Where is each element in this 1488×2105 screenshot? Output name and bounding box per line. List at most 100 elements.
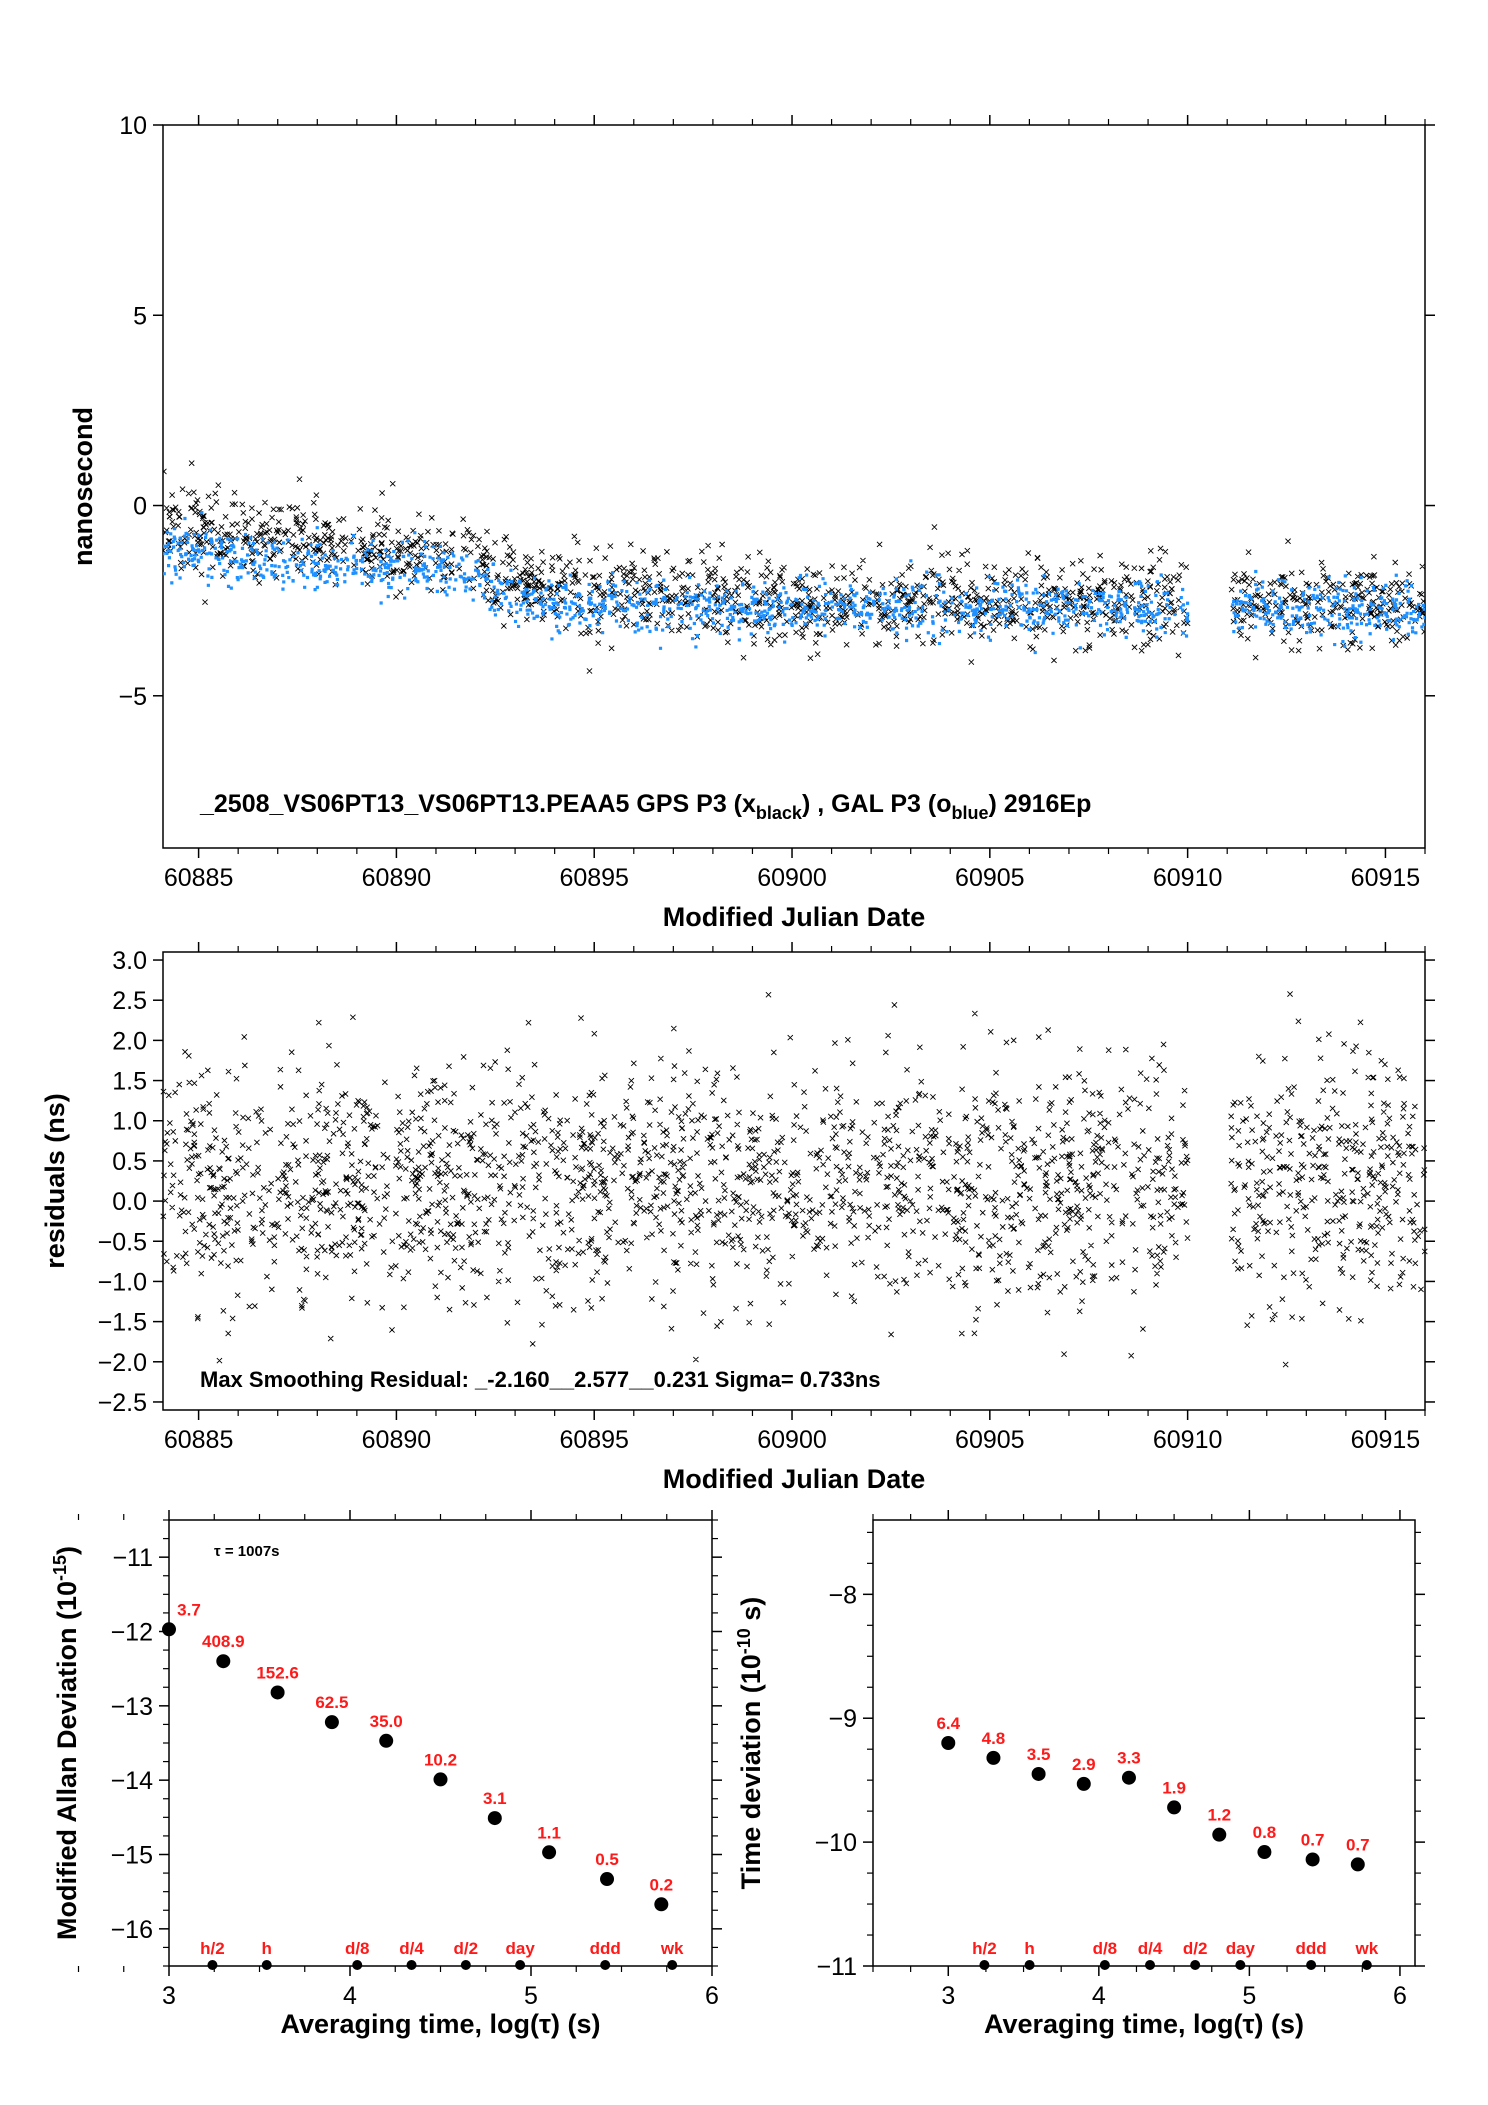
deviation-point [216, 1654, 231, 1669]
interval-label: d/8 [1093, 1939, 1118, 1958]
interval-marker [979, 1960, 990, 1970]
x-tick-label: 60895 [559, 1426, 629, 1454]
y-tick-label: −9 [828, 1705, 857, 1733]
y-tick-label: −13 [111, 1693, 153, 1721]
interval-marker [1190, 1960, 1201, 1970]
interval-marker [1099, 1960, 1110, 1970]
y-tick-label: 5 [133, 302, 147, 330]
annotation-text: ) 2916Ep [989, 790, 1092, 818]
interval-label: day [505, 1939, 535, 1958]
x-tick-label: 5 [1242, 1982, 1256, 2010]
point-count-label: 0.8 [1253, 1823, 1277, 1842]
deviation-point [1167, 1800, 1182, 1815]
x-axis-label: Modified Julian Date [663, 1464, 926, 1494]
y-tick-label: −11 [816, 1953, 857, 1981]
y-tick-label: 10 [119, 112, 147, 140]
data-points [163, 460, 1425, 674]
tdev-panel: 3 4 5 6 −8 −9 −10 −11 6.4 4.8 3.5 2.9 3.3 1.9 1.2 0.8 0.… [734, 1510, 1425, 2039]
x-tick-label: 60895 [559, 864, 629, 892]
interval-marker [667, 1960, 678, 1970]
y-tick-label: −14 [111, 1767, 154, 1795]
x-tick-label: 60915 [1351, 864, 1421, 892]
y-label-text: Modified Allan Deviation (10 [52, 1581, 82, 1940]
deviation-point [487, 1811, 502, 1826]
deviation-point [162, 1622, 176, 1637]
x-tick-label: 3 [162, 1982, 176, 2010]
point-count-label: 6.4 [936, 1714, 960, 1733]
point-count-label: 3.1 [483, 1789, 507, 1808]
plot-frame [162, 951, 1426, 1411]
y-tick-label: −2.0 [98, 1349, 147, 1377]
deviation-point [600, 1872, 615, 1887]
deviation-point [1257, 1845, 1272, 1860]
point-count-label: 0.7 [1346, 1835, 1370, 1854]
y-label-superscript: -15 [50, 1555, 70, 1581]
y-tick-label: −16 [111, 1916, 153, 1944]
deviation-point [379, 1733, 394, 1748]
x-tick-label: 5 [524, 1982, 538, 2010]
deviation-point [433, 1772, 448, 1787]
point-count-label: 3.5 [1027, 1745, 1051, 1764]
y-tick-label: 2.0 [112, 1027, 147, 1055]
point-count-label: 10.2 [424, 1750, 457, 1769]
point-count-label: 408.9 [202, 1632, 245, 1651]
annotation-subscript: black [756, 803, 803, 823]
y-label-superscript: -10 [734, 1628, 754, 1654]
deviation-point [1305, 1852, 1320, 1867]
y-tick-label: −2.5 [98, 1389, 147, 1417]
interval-marker [1024, 1960, 1035, 1970]
y-tick-label: 2.5 [112, 987, 147, 1015]
y-tick-label: 3.0 [112, 947, 147, 975]
x-tick-label: 60910 [1153, 864, 1223, 892]
interval-label: ddd [590, 1939, 621, 1958]
y-tick-label: −10 [815, 1829, 857, 1857]
x-axis-label: Modified Julian Date [663, 902, 926, 932]
point-count-label: 0.5 [595, 1850, 619, 1869]
deviation-point [270, 1685, 285, 1700]
plot-frame [168, 1519, 713, 1967]
deviation-point [1076, 1776, 1091, 1791]
y-label-text-end: s) [736, 1597, 766, 1629]
deviation-point [654, 1897, 669, 1912]
y-tick-label: −12 [111, 1619, 153, 1647]
point-count-label: 3.7 [177, 1600, 201, 1619]
tau-note: τ = 1007s [214, 1543, 280, 1560]
x-tick-label: 60890 [362, 864, 432, 892]
point-count-label: 0.2 [649, 1875, 673, 1894]
deviation-point [1121, 1770, 1136, 1785]
x-tick-label: 60885 [164, 1426, 234, 1454]
interval-marker [1306, 1960, 1317, 1970]
y-axis-label: Time deviation (10-10 s) [734, 1597, 766, 1890]
x-axis-label: Averaging time, log(τ) (s) [280, 2009, 600, 2039]
y-axis-label: nanosecond [68, 407, 98, 566]
x-tick-label: 60900 [757, 1426, 827, 1454]
y-tick-label: 1.0 [112, 1108, 147, 1136]
point-count-label: 35.0 [370, 1712, 403, 1731]
x-tick-label: 60905 [955, 864, 1025, 892]
interval-label: d/2 [454, 1939, 479, 1958]
y-tick-label: −8 [828, 1581, 857, 1609]
deviation-point [542, 1845, 557, 1860]
interval-label: d/4 [399, 1939, 424, 1958]
x-tick-label: 3 [941, 1982, 955, 2010]
x-tick-label: 60890 [362, 1426, 432, 1454]
residual-annotation: Max Smoothing Residual: _-2.160__2.577__… [200, 1367, 881, 1392]
y-tick-label: −1.5 [98, 1309, 147, 1337]
x-tick-label: 4 [343, 1982, 357, 2010]
deviation-point [1212, 1827, 1227, 1842]
point-count-label: 1.1 [537, 1823, 561, 1842]
point-count-label: 1.2 [1207, 1806, 1231, 1825]
x-tick-label: 60885 [164, 864, 234, 892]
interval-label: wk [660, 1939, 684, 1958]
interval-label: h [262, 1939, 272, 1958]
x-axis-label: Averaging time, log(τ) (s) [984, 2009, 1304, 2039]
interval-marker [1145, 1960, 1156, 1970]
interval-marker [207, 1960, 218, 1970]
deviation-point [1031, 1766, 1046, 1781]
point-count-label: 0.7 [1301, 1830, 1325, 1849]
y-tick-label: 0.5 [112, 1148, 147, 1176]
x-tick-label: 4 [1092, 1982, 1106, 2010]
interval-label: d/8 [345, 1939, 370, 1958]
